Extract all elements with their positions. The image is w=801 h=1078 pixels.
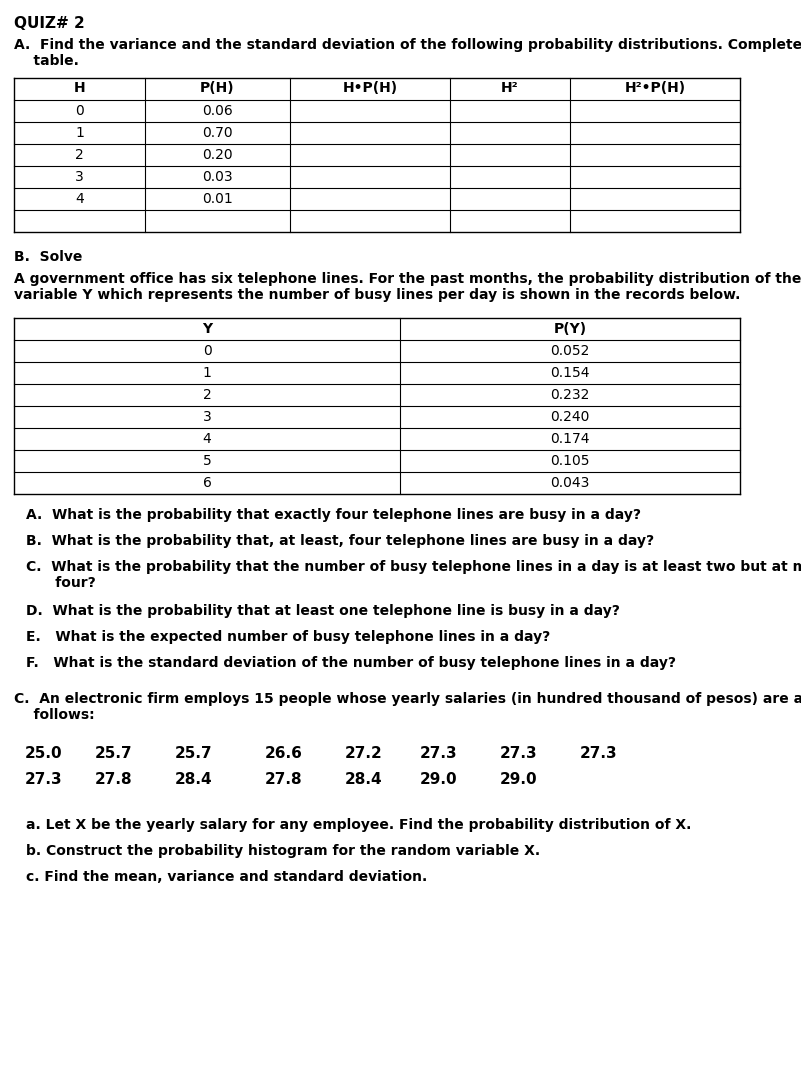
Text: C.  An electronic firm employs 15 people whose yearly salaries (in hundred thous: C. An electronic firm employs 15 people …: [14, 692, 801, 722]
Text: P(Y): P(Y): [553, 322, 586, 336]
Text: H²: H²: [501, 81, 519, 95]
Text: B.  Solve: B. Solve: [14, 250, 83, 264]
Text: 0.06: 0.06: [202, 103, 233, 118]
Text: 25.7: 25.7: [95, 746, 133, 761]
Text: 3: 3: [203, 410, 211, 424]
Text: P(H): P(H): [200, 81, 235, 95]
Text: 0.105: 0.105: [550, 454, 590, 468]
Text: 5: 5: [203, 454, 211, 468]
Text: 0.20: 0.20: [202, 148, 233, 162]
Text: 0.03: 0.03: [202, 170, 233, 184]
Text: 0.70: 0.70: [202, 126, 233, 140]
Text: 25.7: 25.7: [175, 746, 212, 761]
Text: 27.3: 27.3: [580, 746, 618, 761]
Text: 0: 0: [203, 344, 211, 358]
Text: 4: 4: [75, 192, 84, 206]
Text: C.  What is the probability that the number of busy telephone lines in a day is : C. What is the probability that the numb…: [26, 559, 801, 590]
Text: 6: 6: [203, 476, 211, 490]
Text: H²•P(H): H²•P(H): [625, 81, 686, 95]
Text: Y: Y: [202, 322, 212, 336]
Text: 25.0: 25.0: [25, 746, 62, 761]
Text: 0.240: 0.240: [550, 410, 590, 424]
Text: A.  Find the variance and the standard deviation of the following probability di: A. Find the variance and the standard de…: [14, 38, 801, 68]
Text: 0.043: 0.043: [550, 476, 590, 490]
Text: B.  What is the probability that, at least, four telephone lines are busy in a d: B. What is the probability that, at leas…: [26, 534, 654, 548]
Text: 27.8: 27.8: [95, 772, 133, 787]
Text: 26.6: 26.6: [265, 746, 303, 761]
Text: H•P(H): H•P(H): [343, 81, 397, 95]
Text: F.   What is the standard deviation of the number of busy telephone lines in a d: F. What is the standard deviation of the…: [26, 657, 676, 671]
Text: 0: 0: [75, 103, 84, 118]
Text: 28.4: 28.4: [175, 772, 212, 787]
Text: A.  What is the probability that exactly four telephone lines are busy in a day?: A. What is the probability that exactly …: [26, 508, 641, 522]
Text: 1: 1: [203, 367, 211, 381]
Text: 27.3: 27.3: [420, 746, 457, 761]
Text: 1: 1: [75, 126, 84, 140]
Text: 27.8: 27.8: [265, 772, 303, 787]
Text: 29.0: 29.0: [420, 772, 457, 787]
Text: 28.4: 28.4: [345, 772, 383, 787]
Text: H: H: [74, 81, 86, 95]
Text: 29.0: 29.0: [500, 772, 537, 787]
Text: c. Find the mean, variance and standard deviation.: c. Find the mean, variance and standard …: [26, 870, 427, 884]
Text: E.   What is the expected number of busy telephone lines in a day?: E. What is the expected number of busy t…: [26, 630, 550, 644]
Text: 27.3: 27.3: [500, 746, 537, 761]
Text: QUIZ# 2: QUIZ# 2: [14, 16, 85, 31]
Text: 2: 2: [203, 388, 211, 402]
Text: 27.2: 27.2: [345, 746, 383, 761]
Text: b. Construct the probability histogram for the random variable X.: b. Construct the probability histogram f…: [26, 844, 540, 858]
Text: 3: 3: [75, 170, 84, 184]
Text: A government office has six telephone lines. For the past months, the probabilit: A government office has six telephone li…: [14, 272, 801, 302]
Text: 4: 4: [203, 432, 211, 446]
Text: 0.174: 0.174: [550, 432, 590, 446]
Text: 0.01: 0.01: [202, 192, 233, 206]
Text: a. Let X be the yearly salary for any employee. Find the probability distributio: a. Let X be the yearly salary for any em…: [26, 818, 691, 832]
Text: 2: 2: [75, 148, 84, 162]
Text: 27.3: 27.3: [25, 772, 62, 787]
Text: 0.232: 0.232: [550, 388, 590, 402]
Text: 0.052: 0.052: [550, 344, 590, 358]
Text: 0.154: 0.154: [550, 367, 590, 381]
Text: D.  What is the probability that at least one telephone line is busy in a day?: D. What is the probability that at least…: [26, 604, 620, 618]
